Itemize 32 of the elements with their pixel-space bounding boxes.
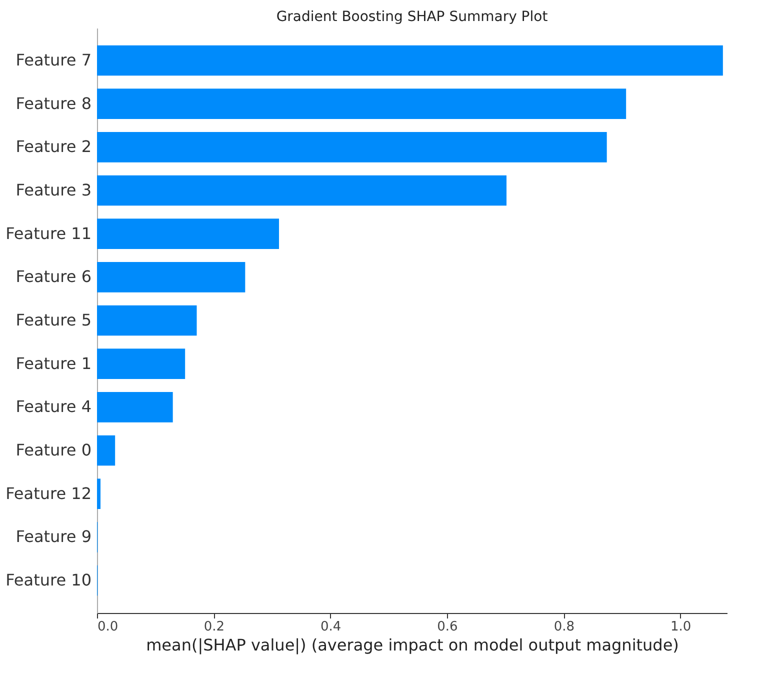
- bar: [97, 88, 626, 119]
- x-tick-label: 0.8: [554, 620, 575, 634]
- y-tick-label: Feature 2: [16, 137, 92, 156]
- bar: [97, 348, 186, 379]
- chart-title: Gradient Boosting SHAP Summary Plot: [276, 9, 548, 25]
- bar: [97, 262, 246, 292]
- y-tick-label: Feature 9: [16, 527, 92, 546]
- bar: [97, 305, 197, 336]
- y-tick-label: Feature 8: [16, 94, 92, 113]
- bar: [97, 175, 506, 206]
- y-tick-label: Feature 10: [6, 570, 92, 590]
- x-tick-label: 0.4: [320, 620, 342, 634]
- x-tick-label: 0.6: [437, 620, 458, 634]
- y-tick-label: Feature 12: [6, 484, 92, 503]
- y-tick-label: Feature 1: [16, 354, 92, 373]
- y-tick-label: Feature 7: [16, 50, 92, 70]
- bar: [97, 132, 607, 162]
- bar: [97, 45, 723, 76]
- y-tick-label: Feature 5: [16, 310, 92, 330]
- y-tick-label: Feature 6: [16, 267, 92, 286]
- x-tick-label: 1.0: [670, 620, 692, 634]
- bar: [97, 435, 116, 466]
- bar: [97, 218, 279, 249]
- bar: [97, 478, 100, 509]
- bar: [97, 392, 173, 422]
- x-tick-label: 0.2: [204, 620, 225, 634]
- y-tick-label: Feature 11: [6, 224, 92, 243]
- y-tick-label: Feature 0: [16, 440, 92, 460]
- y-tick-label: Feature 4: [16, 397, 92, 416]
- x-tick-label: 0.0: [98, 620, 118, 634]
- y-tick-label: Feature 3: [16, 180, 92, 200]
- x-axis-title: mean(|SHAP value|) (average impact on model output magnitude): [146, 636, 679, 654]
